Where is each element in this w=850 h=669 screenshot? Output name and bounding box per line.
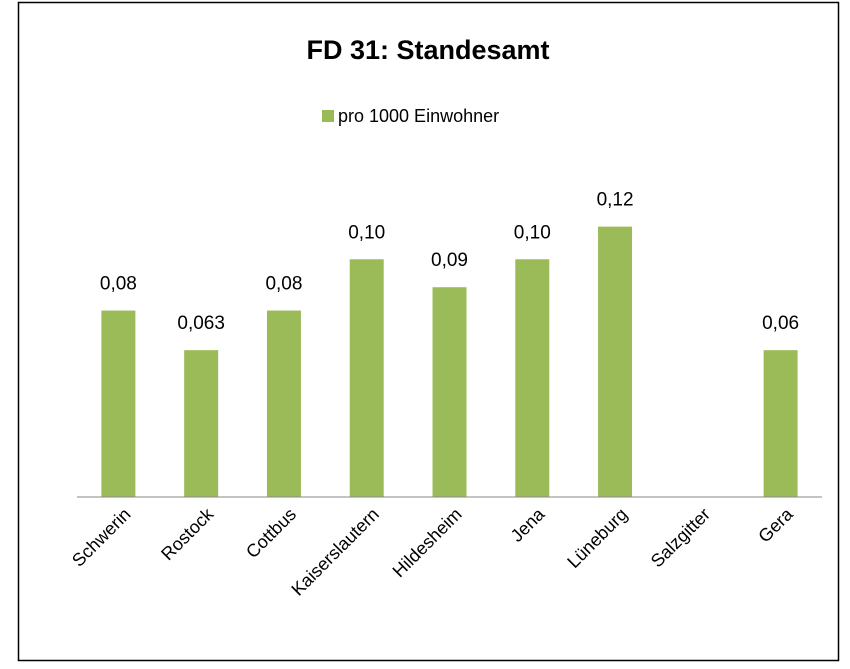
legend-label: pro 1000 Einwohner (338, 106, 499, 126)
bar (101, 310, 136, 497)
data-label: 0,12 (597, 190, 634, 211)
data-label: 0,063 (177, 313, 225, 334)
legend-swatch (322, 110, 334, 122)
bar (349, 259, 384, 497)
bar (598, 226, 633, 497)
data-label: 0,06 (762, 313, 799, 334)
bar (515, 259, 550, 497)
bar (184, 350, 219, 497)
bar (763, 350, 798, 497)
chart-title: FD 31: Standesamt (306, 35, 549, 65)
data-label: 0,08 (265, 274, 302, 295)
data-label: 0,10 (348, 222, 385, 243)
data-label: 0,09 (431, 250, 468, 271)
bar (266, 310, 301, 497)
chart-frame (17, 1, 840, 662)
bar (432, 287, 467, 497)
data-label: 0,08 (100, 274, 137, 295)
data-label: 0,10 (514, 222, 551, 243)
